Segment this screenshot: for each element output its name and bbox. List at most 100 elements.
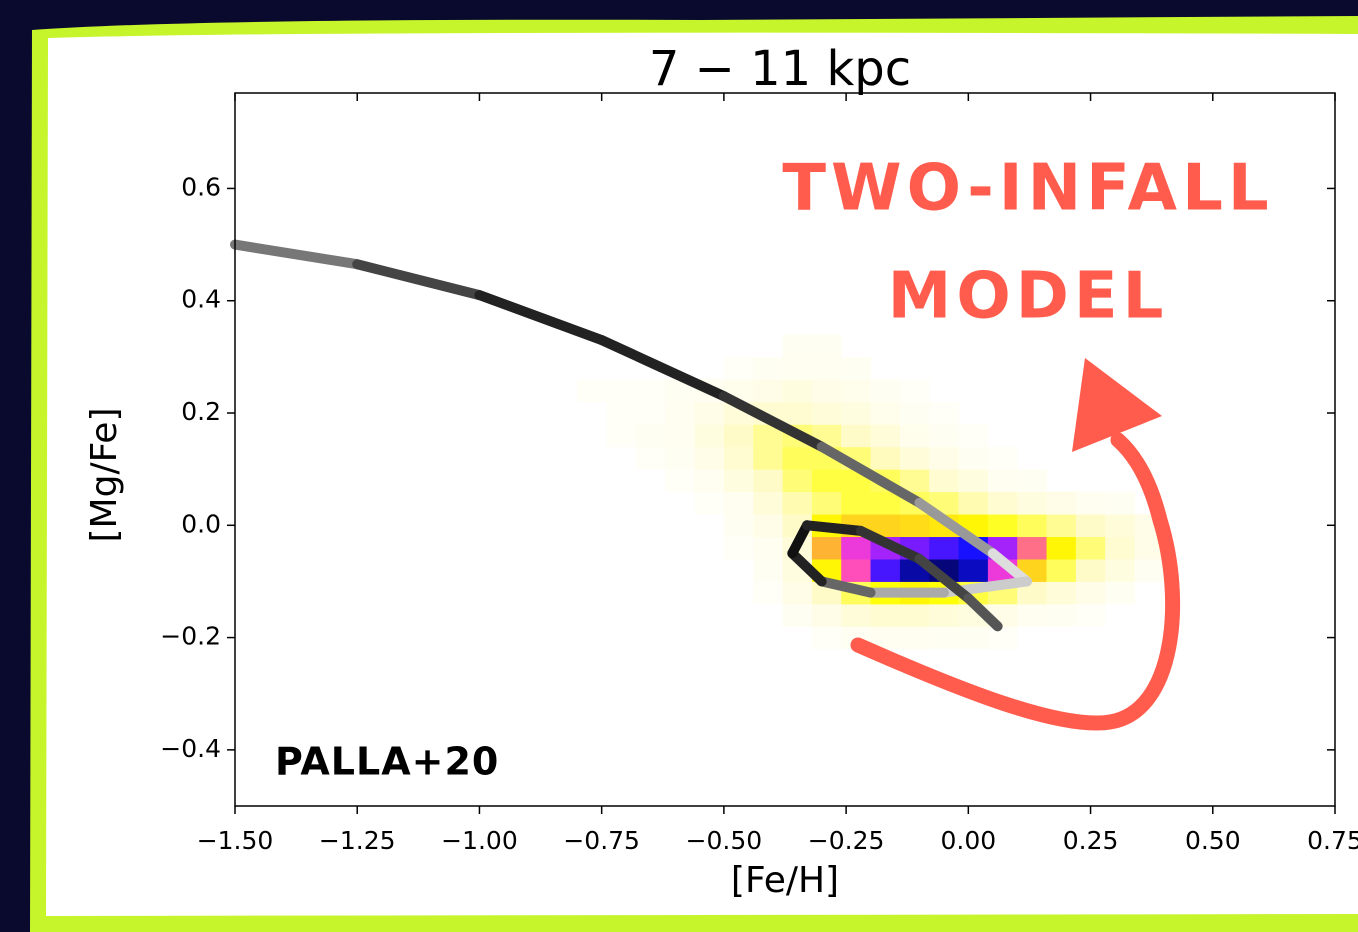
heatmap-cell: [1047, 559, 1077, 582]
heatmap-cell: [1017, 514, 1047, 537]
annotation: PALLA+20: [275, 740, 499, 784]
heatmap-cell: [929, 537, 959, 560]
heatmap-cell: [783, 447, 813, 470]
heatmap-cell: [988, 626, 1018, 649]
x-tick-label: −0.75: [563, 826, 640, 855]
x-tick-label: −0.25: [808, 826, 885, 855]
heatmap-cell: [753, 559, 783, 582]
heatmap-cell: [812, 537, 842, 560]
heatmap-cell: [841, 379, 871, 402]
heatmap-cell: [1017, 537, 1047, 560]
heatmap-cell: [900, 447, 930, 470]
heatmap-cell: [665, 469, 695, 492]
heatmap-cell: [1047, 537, 1077, 560]
y-tick-label: −0.4: [160, 734, 221, 763]
heatmap-cell: [1076, 559, 1106, 582]
x-tick-label: 0.00: [940, 826, 996, 855]
heatmap-cell: [871, 424, 901, 447]
heatmap-cell: [607, 379, 637, 402]
page: 7 − 11 kpc [Fe/H] [Mg/Fe] −1.50−1.25−1.0…: [0, 0, 1358, 932]
heatmap-cell: [871, 447, 901, 470]
heatmap-cell: [636, 379, 666, 402]
heatmap-cell: [871, 604, 901, 627]
heatmap-cell: [753, 447, 783, 470]
heatmap-cell: [753, 514, 783, 537]
heatmap-cell: [724, 357, 754, 380]
heatmap-cell: [1017, 469, 1047, 492]
y-tick-label: −0.2: [160, 622, 221, 651]
chart-title: 7 − 11 kpc: [649, 41, 911, 97]
heatmap-cell: [665, 424, 695, 447]
heatmap-cell: [812, 357, 842, 380]
heatmap-cell: [959, 559, 989, 582]
heatmap-cell: [929, 469, 959, 492]
heatmap-cell: [783, 581, 813, 604]
heatmap-cell: [695, 469, 725, 492]
heatmap-cell: [900, 514, 930, 537]
chart: 7 − 11 kpc [Fe/H] [Mg/Fe] −1.50−1.25−1.0…: [0, 0, 1358, 932]
heatmap-cell: [841, 424, 871, 447]
heatmap-cell: [577, 379, 607, 402]
heatmap-cell: [783, 469, 813, 492]
heatmap-cell: [753, 581, 783, 604]
heatmap-cell: [812, 604, 842, 627]
heatmap-cell: [929, 626, 959, 649]
x-tick-label: −1.50: [197, 826, 274, 855]
heatmap-cell: [929, 604, 959, 627]
heatmap-cell: [900, 379, 930, 402]
heatmap-cell: [783, 492, 813, 515]
heatmap-cell: [841, 537, 871, 560]
heatmap-cell: [959, 626, 989, 649]
heatmap-cell: [783, 357, 813, 380]
heatmap-cell: [812, 492, 842, 515]
x-tick-label: 0.75: [1307, 826, 1358, 855]
x-tick-label: 0.50: [1185, 826, 1241, 855]
heatmap-cell: [636, 402, 666, 425]
x-tick-label: −1.25: [319, 826, 396, 855]
heatmap-cell: [665, 447, 695, 470]
y-tick-label: 0.0: [181, 509, 221, 538]
heatmap-cell: [695, 447, 725, 470]
heatmap-cell: [841, 357, 871, 380]
heatmap-cell: [1047, 514, 1077, 537]
heatmap-cell: [607, 424, 637, 447]
heatmap-cell: [753, 537, 783, 560]
heatmap-cell: [724, 447, 754, 470]
heatmap-cell: [1047, 604, 1077, 627]
heatmap-cell: [841, 604, 871, 627]
heatmap-cell: [695, 492, 725, 515]
heatmap-cell: [988, 447, 1018, 470]
heatmap-cell: [783, 379, 813, 402]
heatmap-cell: [959, 447, 989, 470]
heatmap-cell: [959, 424, 989, 447]
heatmap-cell: [753, 379, 783, 402]
heatmap-cell: [871, 402, 901, 425]
y-axis-label: [Mg/Fe]: [84, 407, 125, 542]
heatmap-cell: [1105, 514, 1135, 537]
heatmap-cell: [929, 402, 959, 425]
heatmap-cell: [988, 514, 1018, 537]
heatmap-cell: [900, 626, 930, 649]
heatmap-cell: [724, 514, 754, 537]
x-tick-label: 0.25: [1063, 826, 1119, 855]
heatmap-cell: [812, 334, 842, 357]
heatmap-cell: [1047, 492, 1077, 515]
heatmap-cell: [988, 492, 1018, 515]
heatmap-cell: [783, 334, 813, 357]
heatmap-cell: [665, 402, 695, 425]
heatmap-cell: [753, 357, 783, 380]
heatmap-cell: [1017, 604, 1047, 627]
heatmap-cell: [607, 402, 637, 425]
heatmap-cell: [929, 447, 959, 470]
heatmap-cell: [724, 537, 754, 560]
heatmap-cell: [812, 626, 842, 649]
heatmap-cell: [959, 469, 989, 492]
heatmap-cell: [871, 559, 901, 582]
x-axis-label: [Fe/H]: [731, 860, 839, 901]
heatmap-cell: [1105, 559, 1135, 582]
heatmap-cell: [724, 492, 754, 515]
heatmap-cell: [988, 469, 1018, 492]
heatmap-cell: [1047, 581, 1077, 604]
heatmap-cell: [783, 604, 813, 627]
heatmap-cell: [1105, 581, 1135, 604]
